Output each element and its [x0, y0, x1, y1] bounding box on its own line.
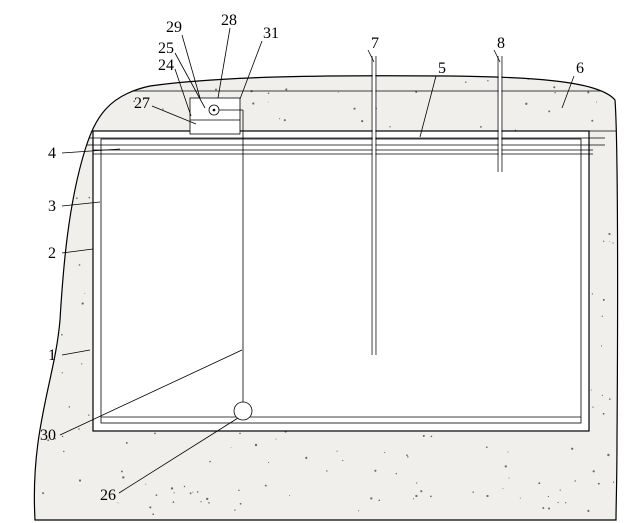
tank [93, 131, 589, 431]
label-31: 31 [263, 25, 279, 42]
label-29: 29 [166, 19, 182, 36]
label-4: 4 [48, 145, 56, 162]
label-3: 3 [48, 198, 56, 215]
label-6: 6 [576, 60, 584, 77]
label-1: 1 [48, 347, 56, 364]
winch-housing [190, 98, 240, 134]
label-27: 27 [134, 95, 150, 112]
label-25: 25 [158, 40, 174, 57]
winch-spool-axle [213, 109, 216, 112]
diagram-canvas: 28 29 31 2524 27 7 8 5 6 4 3 2 1 30 26 [0, 0, 629, 523]
label-8: 8 [497, 35, 505, 52]
label-7: 7 [371, 35, 379, 52]
label-2: 2 [48, 245, 56, 262]
label-28: 28 [221, 12, 237, 29]
label-26: 26 [100, 487, 116, 504]
label-30: 30 [40, 427, 56, 444]
label-5: 5 [438, 60, 446, 77]
label-24: 24 [158, 57, 174, 74]
plumb-bob [234, 402, 252, 420]
